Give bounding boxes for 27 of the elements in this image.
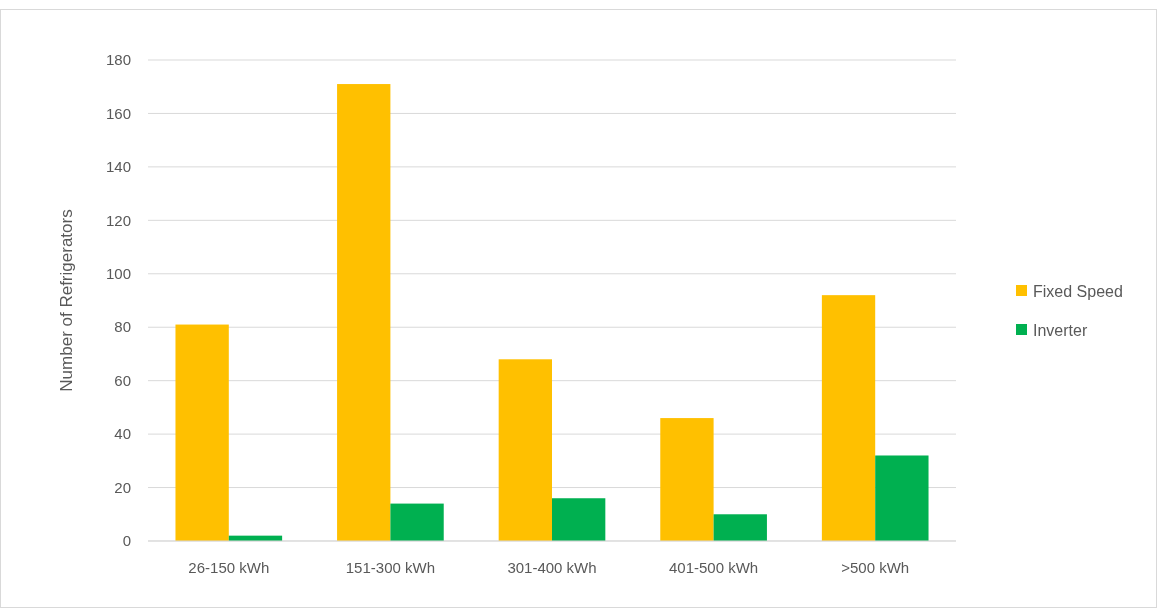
y-tick-label: 100 — [105, 265, 131, 283]
y-tick-label: 60 — [114, 371, 131, 389]
bar — [390, 503, 444, 541]
y-tick-label: 80 — [114, 318, 131, 336]
y-tick-label: 20 — [114, 478, 131, 496]
bar — [498, 359, 552, 541]
y-tick-label: 120 — [105, 211, 131, 229]
x-tick-label: 26-150 kWh — [188, 559, 270, 576]
y-tick-label: 0 — [122, 532, 131, 550]
y-tick-label: 160 — [105, 104, 131, 122]
bar — [337, 84, 391, 541]
y-tick-label: 40 — [114, 425, 131, 443]
bar — [552, 498, 606, 541]
bar — [175, 324, 229, 541]
bar — [713, 514, 767, 541]
y-tick-label: 140 — [105, 158, 131, 176]
x-tick-label: >500 kWh — [841, 559, 910, 576]
x-tick-label: 151-300 kWh — [345, 559, 436, 576]
legend-label: Fixed Speed — [1033, 282, 1123, 300]
y-axis-title: Number of Refrigerators — [57, 209, 76, 392]
legend-label: Inverter — [1033, 321, 1088, 339]
x-tick-label: 301-400 kWh — [507, 559, 597, 576]
bar — [660, 418, 714, 541]
bar — [821, 295, 876, 541]
x-tick-label: 401-500 kWh — [668, 559, 759, 576]
bar — [875, 455, 929, 541]
y-tick-label: 180 — [105, 51, 131, 69]
